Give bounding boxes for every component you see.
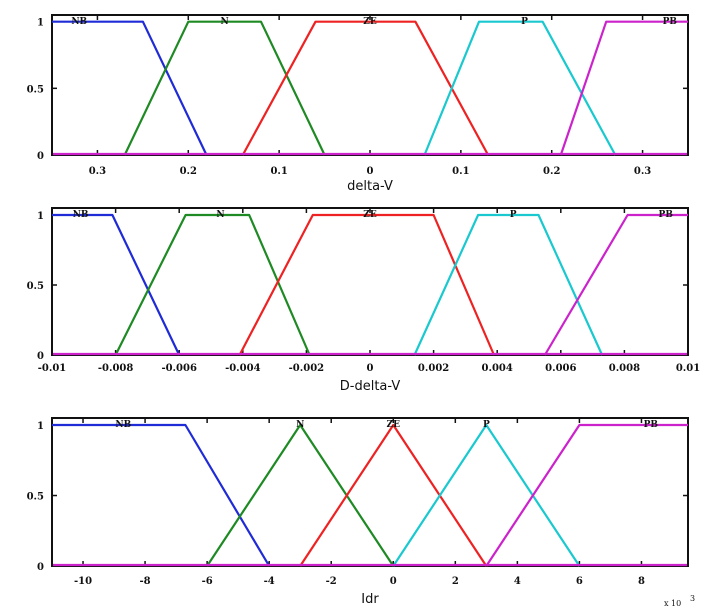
series-line-n — [206, 423, 395, 567]
x-axis-title: D-delta-V — [340, 379, 401, 394]
series-line-n — [123, 20, 326, 156]
mf-label-ze: ZE — [363, 210, 377, 220]
y-tick-label: 1 — [37, 421, 44, 432]
subplot-1: 0.3 0.2 0.1 0 0.1 0.2 0.3 0 0.5 1 NB N ZE P PB delta-V — [27, 14, 689, 194]
series-line-pb — [543, 213, 688, 356]
x-tick-label: 0 — [367, 363, 374, 374]
x-tick-label: 0.2 — [180, 166, 197, 177]
series-line-n — [114, 213, 311, 356]
series-line-nb — [52, 213, 181, 356]
plot-area-frame — [51, 417, 689, 567]
mf-label-pb: PB — [644, 420, 659, 430]
series-line-ze — [299, 423, 488, 567]
y-tick-label: 0 — [37, 151, 44, 162]
mf-label-nb: NB — [71, 17, 87, 27]
mf-label-n: N — [221, 17, 229, 27]
x-tick-label: -0.008 — [98, 363, 134, 374]
mf-label-n: N — [296, 420, 304, 430]
x-tick-label: 0.2 — [543, 166, 560, 177]
x-tick-label: 2 — [452, 576, 459, 587]
mf-label-n: N — [216, 210, 224, 220]
x-tick-label: 0.01 — [676, 363, 700, 374]
y-tick-label: 0 — [37, 351, 44, 362]
series-line-nb — [52, 423, 271, 567]
y-tick-label: 0.5 — [27, 281, 44, 292]
mf-label-nb: NB — [115, 420, 131, 430]
x-tick-label: 0.3 — [634, 166, 651, 177]
series-line-pb — [559, 20, 688, 156]
x-tick-label: 0.1 — [270, 166, 287, 177]
x-tick-label: 6 — [576, 576, 583, 587]
y-tick-label: 0.5 — [27, 492, 44, 503]
x-tick-label: -10 — [74, 576, 92, 587]
mf-label-p: P — [510, 210, 517, 220]
x-tick-label: 0.004 — [482, 363, 513, 374]
x-tick-label: 0.002 — [418, 363, 449, 374]
mf-label-p: P — [521, 17, 528, 27]
x-axis-title: Idr — [361, 592, 379, 607]
y-tick-label: 0.5 — [27, 84, 44, 95]
x-tick-label: -4 — [264, 576, 275, 587]
x-tick-label: -8 — [140, 576, 151, 587]
plot-area-frame — [51, 14, 689, 156]
x-multiplier-label: x 10 — [664, 599, 681, 608]
x-tick-label: 4 — [514, 576, 521, 587]
subplot-3: -10 -8 -6 -4 -2 0 2 4 6 8 0 0.5 1 NB N ZE P PB Idr x 10 3 — [27, 417, 695, 608]
x-tick-label: -0.004 — [225, 363, 261, 374]
x-tick-label: 0.008 — [609, 363, 640, 374]
y-tick-label: 1 — [37, 18, 44, 29]
x-tick-label: 0.1 — [452, 166, 469, 177]
x-tick-label: -0.002 — [289, 363, 325, 374]
mf-label-ze: ZE — [363, 17, 377, 27]
y-tick-label: 1 — [37, 211, 44, 222]
mf-label-pb: PB — [659, 210, 674, 220]
x-tick-label: 0.006 — [545, 363, 576, 374]
mf-label-nb: NB — [73, 210, 89, 220]
subplot-2: -0.01 -0.008 -0.006 -0.004 -0.002 0 0.002 0.004… — [27, 207, 700, 394]
series-line-pb — [485, 423, 688, 567]
x-tick-label: 0 — [367, 166, 374, 177]
series-line-p — [413, 213, 604, 356]
x-axis-title: delta-V — [347, 179, 393, 194]
x-multiplier-exponent: 3 — [690, 594, 695, 603]
series-line-p — [392, 423, 581, 567]
y-tick-label: 0 — [37, 562, 44, 573]
mf-label-p: P — [483, 420, 490, 430]
x-tick-label: -2 — [326, 576, 337, 587]
mf-label-pb: PB — [663, 17, 678, 27]
series-line-ze — [238, 213, 496, 356]
x-tick-label: -0.01 — [38, 363, 67, 374]
x-tick-label: 8 — [638, 576, 645, 587]
series-line-p — [423, 20, 617, 156]
x-tick-label: -6 — [202, 576, 213, 587]
series-line-nb — [52, 20, 208, 156]
x-tick-label: 0.3 — [89, 166, 106, 177]
x-tick-label: 0 — [390, 576, 397, 587]
x-tick-label: -0.006 — [161, 363, 197, 374]
mf-label-ze: ZE — [387, 420, 401, 430]
